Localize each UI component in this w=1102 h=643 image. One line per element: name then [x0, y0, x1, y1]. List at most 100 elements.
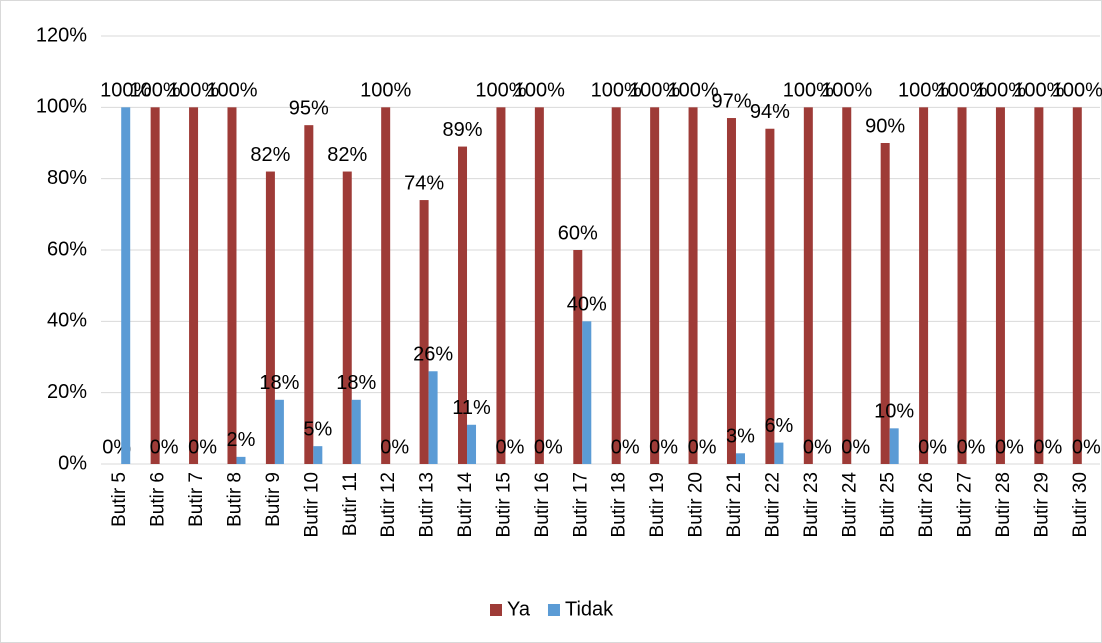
bar [803, 107, 813, 464]
data-label: 100% [206, 80, 257, 102]
bar [1072, 107, 1082, 464]
bar [880, 143, 890, 464]
data-label: 3% [726, 426, 755, 448]
bar [774, 442, 784, 464]
bar [265, 171, 275, 465]
data-label: 0% [611, 436, 640, 458]
bar [227, 107, 237, 464]
bar [650, 107, 660, 464]
data-label: 100% [514, 80, 565, 102]
x-tick-label: Butir 29 [1031, 472, 1052, 537]
x-tick-label: Butir 22 [762, 472, 783, 537]
x-tick-label: Butir 8 [224, 472, 245, 527]
data-label: 10% [874, 401, 914, 423]
x-tick-label: Butir 5 [109, 472, 130, 527]
data-label: 100% [629, 80, 680, 102]
x-tick-label: Butir 27 [955, 472, 976, 537]
bar [236, 456, 246, 464]
bar [313, 446, 323, 464]
bar [419, 200, 429, 465]
data-label: 26% [413, 344, 453, 366]
bar [150, 107, 160, 464]
data-label: 0% [534, 436, 563, 458]
data-label: 5% [303, 418, 332, 440]
data-label: 0% [995, 436, 1024, 458]
x-tick-label: Butir 18 [609, 472, 630, 537]
data-label: 18% [259, 372, 299, 394]
data-label: 11% [452, 397, 491, 419]
bar [189, 107, 199, 464]
x-tick-label: Butir 26 [916, 472, 937, 537]
data-label: 100% [475, 80, 526, 102]
x-tick-label: Butir 20 [686, 472, 707, 537]
data-label: 0% [380, 436, 409, 458]
bar [1034, 107, 1044, 464]
x-tick-label: Butir 9 [263, 472, 284, 527]
data-label: 100% [130, 80, 181, 102]
data-label: 100% [100, 80, 151, 102]
data-label: 0% [1072, 436, 1101, 458]
bar [304, 125, 314, 465]
data-label: 89% [443, 119, 483, 141]
data-label: 0% [188, 436, 217, 458]
bar [428, 371, 438, 464]
bar [467, 424, 477, 464]
x-tick-label: Butir 30 [1070, 472, 1091, 537]
data-label: 82% [250, 144, 290, 166]
bar [889, 428, 899, 464]
y-tick-label: 60% [47, 238, 87, 260]
x-tick-label: Butir 15 [493, 472, 514, 537]
legend-swatch [490, 604, 502, 616]
bar [458, 146, 468, 465]
data-label: 100% [1013, 80, 1064, 102]
data-label: 2% [227, 429, 256, 451]
y-tick-label: 0% [58, 452, 87, 474]
data-label: 90% [865, 115, 905, 137]
x-tick-label: Butir 14 [455, 472, 476, 538]
bar [534, 107, 544, 464]
bar [573, 250, 583, 464]
data-label: 74% [404, 172, 444, 194]
bar [995, 107, 1005, 464]
x-tick-label: Butir 6 [148, 472, 169, 527]
x-tick-label: Butir 28 [993, 472, 1014, 537]
x-tick-label: Butir 21 [724, 472, 745, 537]
legend-label: Tidak [565, 598, 614, 620]
x-tick-label: Butir 25 [878, 472, 899, 537]
bar [342, 171, 352, 465]
bar [765, 128, 775, 464]
data-label: 100% [975, 80, 1026, 102]
data-label: 0% [957, 436, 986, 458]
x-tick-label: Butir 19 [647, 472, 668, 537]
data-label: 95% [289, 97, 329, 119]
data-label: 60% [558, 222, 598, 244]
x-tick-label: Butir 11 [340, 472, 361, 536]
y-tick-label: 20% [47, 381, 87, 403]
data-label: 0% [150, 436, 179, 458]
bar [582, 321, 592, 464]
x-tick-label: Butir 17 [570, 472, 591, 537]
data-label: 82% [327, 144, 367, 166]
data-label: 100% [783, 80, 834, 102]
y-tick-label: 100% [36, 96, 87, 118]
data-label: 0% [688, 436, 717, 458]
data-label: 0% [841, 436, 870, 458]
data-label: 94% [750, 101, 790, 123]
bar [381, 107, 391, 464]
data-label: 100% [821, 80, 872, 102]
data-label: 0% [1033, 436, 1062, 458]
bar [735, 453, 745, 464]
bar [496, 107, 506, 464]
x-tick-label: Butir 23 [801, 472, 822, 537]
y-tick-label: 120% [36, 24, 87, 46]
data-label: 100% [898, 80, 949, 102]
bar [919, 107, 929, 464]
bar [842, 107, 852, 464]
data-label: 100% [1052, 80, 1102, 102]
data-label: 100% [168, 80, 219, 102]
data-label: 0% [649, 436, 678, 458]
x-tick-label: Butir 7 [186, 472, 207, 527]
data-label: 0% [918, 436, 947, 458]
data-label: 0% [803, 436, 832, 458]
bar [726, 118, 736, 465]
